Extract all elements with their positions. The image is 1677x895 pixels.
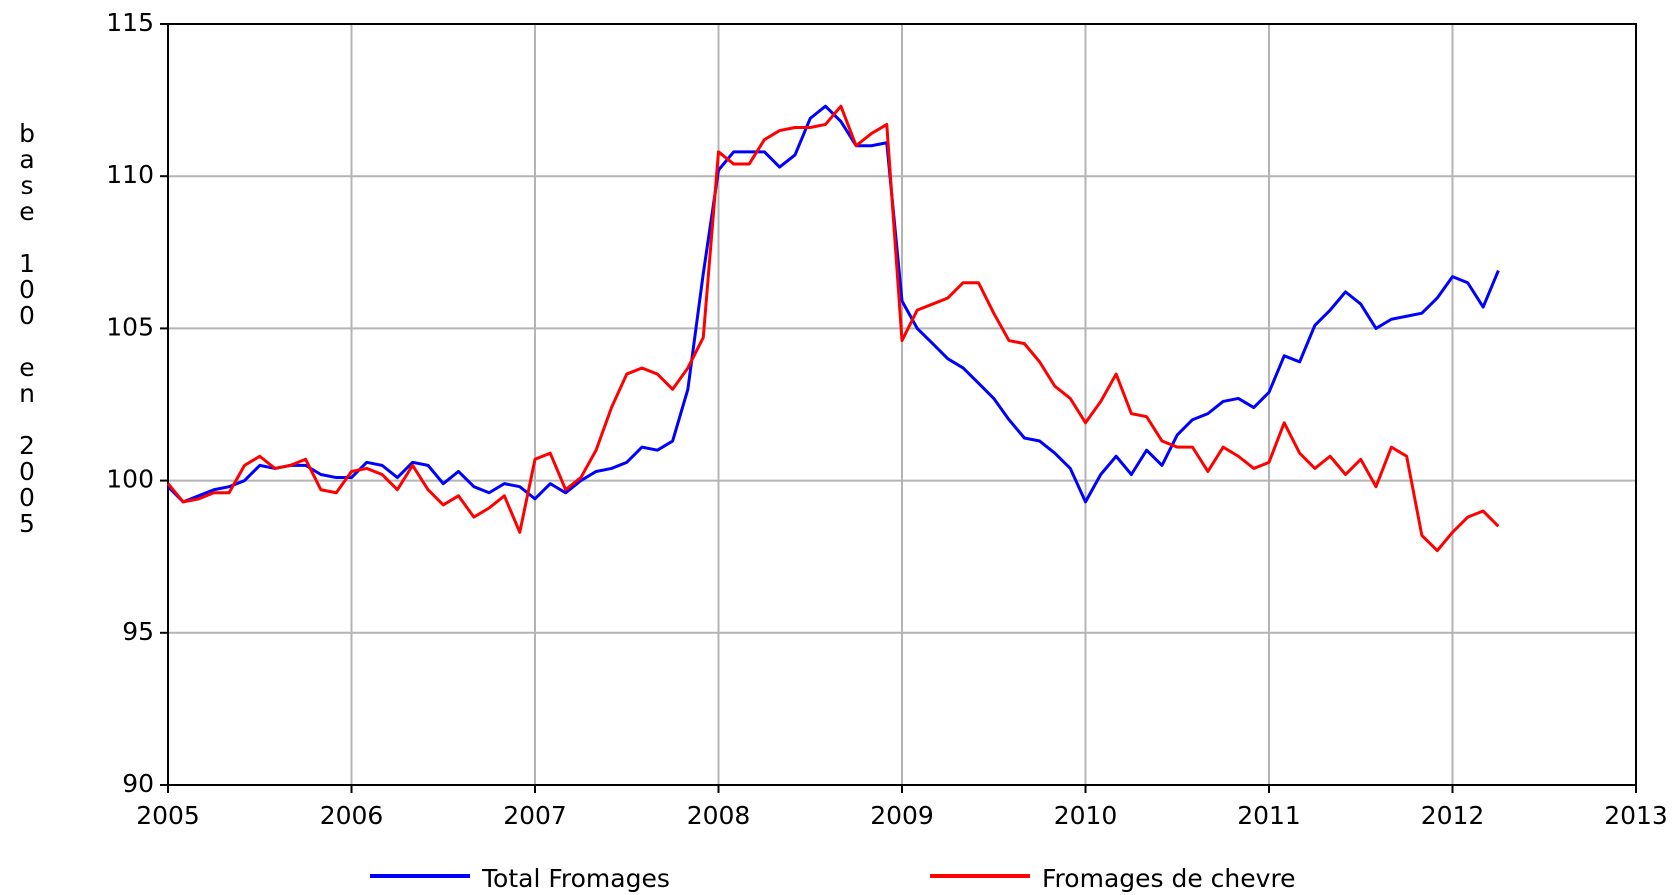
x-tick-label: 2012 <box>1421 801 1485 830</box>
x-tick-label: 2008 <box>687 801 751 830</box>
x-tick-label: 2011 <box>1237 801 1301 830</box>
x-tick-label: 2010 <box>1054 801 1118 830</box>
x-tick-label: 2006 <box>320 801 384 830</box>
y-tick-label: 105 <box>106 312 154 341</box>
x-tick-label: 2007 <box>503 801 567 830</box>
data-line <box>166 104 1500 553</box>
x-tick-label: 2009 <box>870 801 934 830</box>
y-tick-label: 100 <box>106 465 154 494</box>
y-tick-label: 115 <box>106 8 154 37</box>
legend-label: Total Fromages <box>481 864 670 893</box>
plot-frame <box>167 23 1637 786</box>
legend-label: Fromages de chevre <box>1042 864 1296 893</box>
data-line <box>166 104 1500 504</box>
y-tick-label: 110 <box>106 160 154 189</box>
y-tick-label: 90 <box>122 769 154 798</box>
y-tick-label: 95 <box>122 617 154 646</box>
x-tick-label: 2013 <box>1604 801 1668 830</box>
x-tick-label: 2005 <box>136 801 200 830</box>
